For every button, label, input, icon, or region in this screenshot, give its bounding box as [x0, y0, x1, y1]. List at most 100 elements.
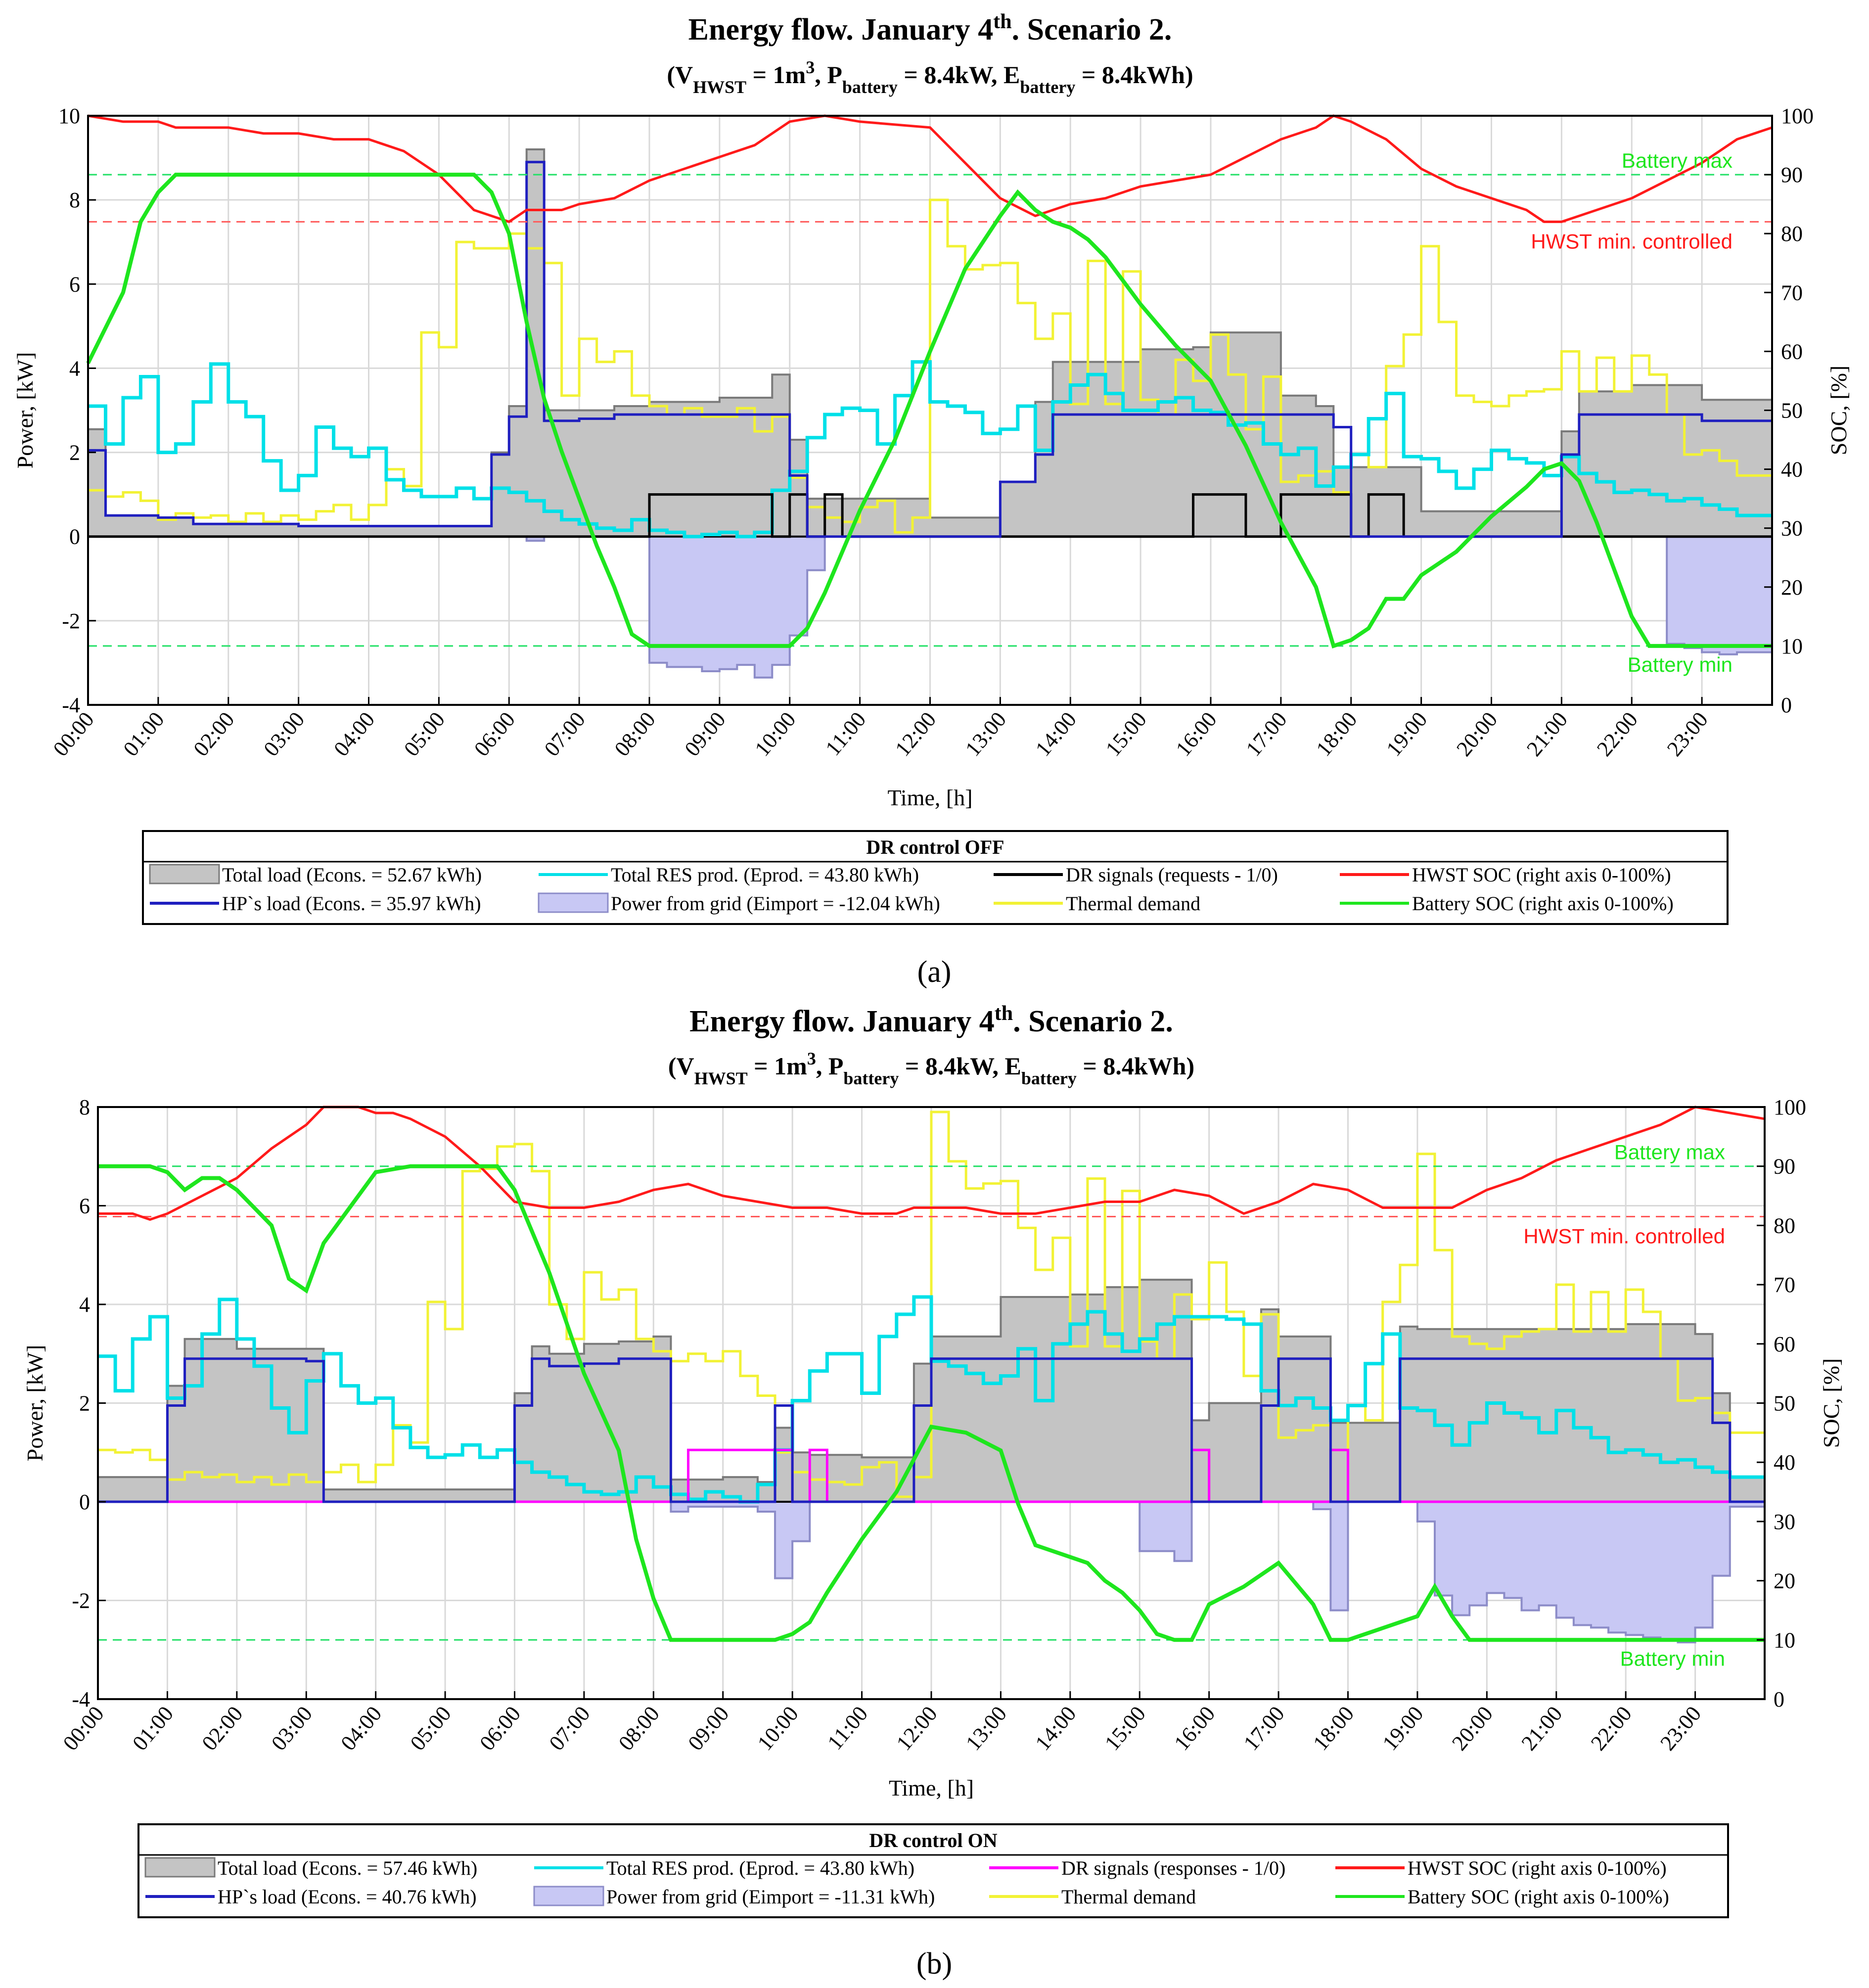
legend-label-dr_off: DR signals (requests - 1/0): [1066, 864, 1278, 886]
legend-label-res: Total RES prod. (Eprod. = 43.80 kWh): [611, 864, 919, 886]
subtitle-sub: battery: [1020, 77, 1075, 97]
chart-title: Energy flow. January 4th. Scenario 2.: [689, 1002, 1173, 1038]
y2-tick-label: 90: [1781, 163, 1803, 187]
legend-label-grid: Power from grid (Eimport = -12.04 kWh): [611, 892, 940, 915]
y2-tick-label: 70: [1781, 280, 1803, 305]
legend-header: DR control OFF: [866, 836, 1004, 858]
series-battery-soc-line: [86, 173, 1772, 649]
legend-label-thermal: Thermal demand: [1066, 892, 1200, 915]
legend-label-info: (Econs. = 40.76 kWh): [296, 1886, 477, 1908]
y2-tick-label: 30: [1781, 516, 1803, 541]
chart-title: Energy flow. January 4th. Scenario 2.: [688, 10, 1172, 46]
legend-label-info: (Econs. = 52.67 kWh): [302, 864, 482, 886]
legend-label-text: Thermal demand: [1061, 1886, 1196, 1908]
legend-label-text: Thermal demand: [1066, 892, 1200, 915]
y2-tick-label: 40: [1781, 458, 1803, 482]
legend-label-text: Total load: [218, 1857, 297, 1879]
chart-title-sup: th: [995, 1002, 1013, 1025]
series-thermal-demand-line: [88, 198, 1772, 534]
y2-tick-label: 0: [1774, 1687, 1784, 1711]
legend-label-grid: Power from grid (Eimport = -11.31 kWh): [606, 1886, 935, 1908]
y2-tick-label: 70: [1774, 1273, 1795, 1297]
y2-tick-label: 20: [1774, 1569, 1795, 1593]
subtitle-part: , P: [816, 1052, 844, 1080]
legend-header: DR control ON: [869, 1829, 997, 1851]
subtitle-sub: HWST: [694, 1068, 748, 1088]
panel-label: (a): [917, 955, 952, 989]
y2-tick-label: 50: [1774, 1391, 1795, 1416]
y2-tick-label: 80: [1781, 222, 1803, 246]
legend-label-thermal: Thermal demand: [1061, 1886, 1196, 1908]
legend-label-hwst: HWST SOC (right axis 0-100%): [1408, 1857, 1667, 1879]
y-tick-label: 6: [79, 1194, 90, 1218]
y-tick-label: -2: [62, 609, 80, 633]
legend-swatch-total_load: [149, 864, 220, 884]
legend: DR control ON Total load (Econs. = 57.46 …: [137, 1823, 1729, 1918]
subtitle-sub: battery: [842, 77, 898, 97]
y-tick-label: 8: [79, 1095, 90, 1119]
y2-tick-label: 90: [1774, 1155, 1795, 1179]
y2-tick-label: 80: [1774, 1213, 1795, 1238]
subtitle-part: (V: [668, 1052, 694, 1080]
y-tick-label: 2: [69, 441, 80, 465]
y-tick-label: 8: [69, 188, 80, 212]
y2-tick-label: 0: [1781, 693, 1792, 717]
y2-tick-label: 60: [1781, 339, 1803, 364]
y-tick-label: -4: [72, 1687, 90, 1711]
subtitle-part: = 8.4kWh): [1075, 61, 1193, 89]
legend-label-dr_on: DR signals (responses - 1/0): [1061, 1857, 1285, 1879]
chart-subtitle: (VHWST = 1m3, Pbattery = 8.4kW, Ebattery…: [667, 57, 1193, 97]
legend-label-text: Total RES prod.: [611, 864, 738, 886]
y2-tick-label: 20: [1781, 575, 1803, 600]
hwst-min-label: HWST min. controlled: [1531, 230, 1732, 253]
y-axis-label: Power, [kW]: [22, 1345, 47, 1462]
legend-swatch-grid: [533, 1886, 604, 1906]
legend-label-text: HWST SOC (right axis 0-100%): [1408, 1857, 1667, 1879]
y-tick-label: 4: [79, 1293, 90, 1317]
legend-label-text: Power from grid: [611, 892, 741, 915]
subtitle-part: (V: [667, 61, 693, 89]
legend-label-total_load: Total load (Econs. = 57.46 kWh): [218, 1857, 477, 1879]
subtitle-sub: HWST: [693, 77, 746, 97]
series-hp-load-line: [88, 161, 1772, 538]
subtitle-part: , P: [815, 61, 842, 89]
y2-tick-label: 100: [1774, 1095, 1806, 1119]
y2-tick-label: 100: [1781, 104, 1814, 128]
battery-max-label: Battery max: [1614, 1141, 1725, 1164]
legend-label-info: (Econs. = 35.97 kWh): [301, 892, 481, 915]
legend-frame: [142, 830, 1729, 925]
hwst-min-label: HWST min. controlled: [1523, 1224, 1725, 1248]
legend-label-hp_load: HP`s load (Econs. = 35.97 kWh): [222, 892, 481, 915]
legend-label-text: Total load: [222, 864, 302, 886]
subtitle-sub: battery: [843, 1068, 899, 1088]
chart-title-end: . Scenario 2.: [1012, 13, 1172, 46]
subtitle-sub: battery: [1021, 1068, 1077, 1088]
legend-label-text: Battery SOC (right axis 0-100%): [1408, 1886, 1669, 1908]
y2-tick-label: 10: [1781, 634, 1803, 658]
legend-label-text: Battery SOC (right axis 0-100%): [1412, 892, 1674, 915]
battery-min-label: Battery min: [1620, 1647, 1725, 1670]
chart-subtitle: (VHWST = 1m3, Pbattery = 8.4kW, Ebattery…: [668, 1049, 1194, 1088]
legend-label-text: HP`s load: [222, 892, 301, 915]
battery-max-label: Battery max: [1622, 149, 1732, 172]
subtitle-sup: 3: [807, 1049, 816, 1068]
y-tick-label: 6: [69, 272, 80, 296]
legend: DR control OFF Total load (Econs. = 52.67…: [142, 830, 1729, 925]
chart-title-main: Energy flow. January 4: [688, 13, 994, 46]
y-tick-label: -4: [62, 693, 80, 717]
y2-tick-label: 40: [1774, 1450, 1795, 1475]
legend-label-info: (Eprod. = 43.80 kWh): [734, 1857, 914, 1879]
x-axis-label: Time, [h]: [887, 785, 972, 810]
legend-frame: [137, 1823, 1729, 1918]
legend-swatch-grid: [538, 892, 609, 913]
legend-label-text: Power from grid: [606, 1886, 737, 1908]
series-grid-power-area: [88, 535, 1773, 679]
y2-axis-label: SOC, [%]: [1819, 1358, 1844, 1448]
y-tick-label: -2: [72, 1589, 90, 1613]
series-hwst-soc-line: [88, 114, 1773, 224]
legend-label-info: (Econs. = 57.46 kWh): [297, 1857, 478, 1879]
chart-title-sup: th: [993, 10, 1011, 33]
subtitle-part: = 1m: [748, 1052, 807, 1080]
y-tick-label: 0: [79, 1490, 90, 1514]
